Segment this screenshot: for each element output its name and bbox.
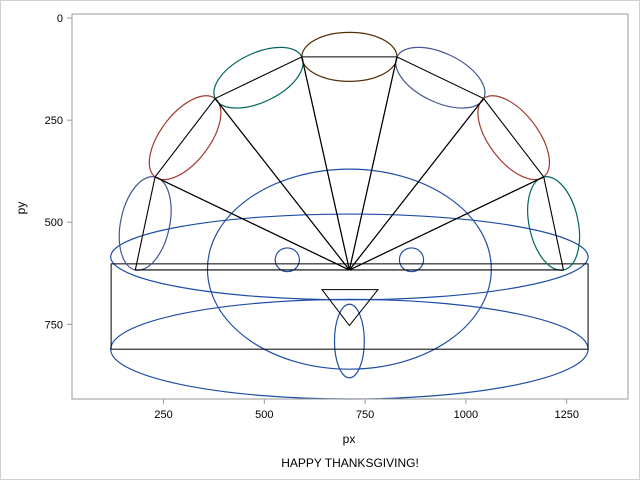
feather-triangle [301,56,398,271]
nose-triangle [320,289,380,327]
y-tick-label: 0 [57,13,63,25]
right-eye-ellipse [398,247,425,273]
feather-triangle [349,176,565,271]
axes: 250 500 750 1000 1250 0 250 500 750 [45,13,629,421]
wattle-ellipse [333,303,365,379]
y-tick-label: 250 [45,115,63,127]
x-tick-label: 1250 [554,409,578,421]
x-axis-label: px [343,432,356,446]
plot-frame [71,13,629,400]
cylinder-top-ellipse [110,213,589,301]
x-tick-label: 500 [255,409,273,421]
feather-triangle [348,97,545,271]
y-tick-label: 500 [45,217,63,229]
body-rectangle [110,263,589,350]
footnote: HAPPY THANKSGIVING! [281,456,419,470]
feather-triangle [134,176,350,271]
left-eye-ellipse [274,247,300,273]
face-ellipse [206,168,492,370]
x-tick-label: 750 [356,409,374,421]
feather-triangle [154,97,350,271]
x-tick-label: 250 [154,409,172,421]
marks [110,31,589,400]
y-tick-label: 750 [45,319,63,331]
y-axis-label: py [14,202,28,215]
x-tick-label: 1000 [454,409,478,421]
